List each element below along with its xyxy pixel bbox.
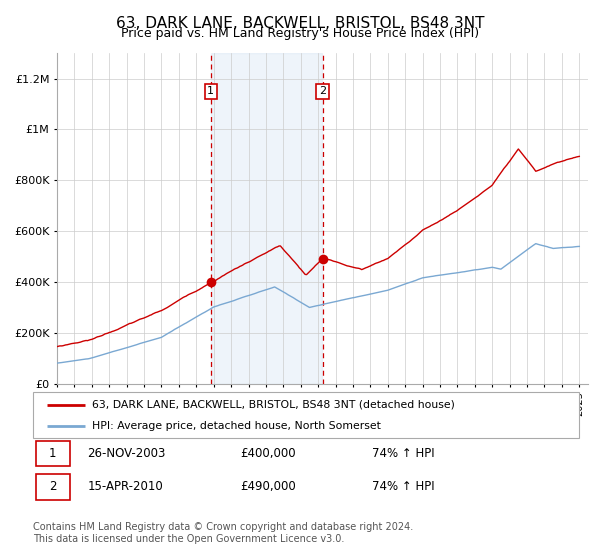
Text: 63, DARK LANE, BACKWELL, BRISTOL, BS48 3NT (detached house): 63, DARK LANE, BACKWELL, BRISTOL, BS48 3… <box>92 400 455 410</box>
Text: 63, DARK LANE, BACKWELL, BRISTOL, BS48 3NT: 63, DARK LANE, BACKWELL, BRISTOL, BS48 3… <box>116 16 484 31</box>
Text: 1: 1 <box>207 86 214 96</box>
FancyBboxPatch shape <box>33 392 579 438</box>
Bar <box>211 53 322 384</box>
Text: 74% ↑ HPI: 74% ↑ HPI <box>371 480 434 493</box>
FancyBboxPatch shape <box>36 441 70 466</box>
Text: Contains HM Land Registry data © Crown copyright and database right 2024.
This d: Contains HM Land Registry data © Crown c… <box>33 522 413 544</box>
Text: 74% ↑ HPI: 74% ↑ HPI <box>371 447 434 460</box>
Text: 2: 2 <box>319 86 326 96</box>
Text: 2: 2 <box>49 480 56 493</box>
FancyBboxPatch shape <box>36 474 70 500</box>
Text: HPI: Average price, detached house, North Somerset: HPI: Average price, detached house, Nort… <box>92 421 381 431</box>
Text: £400,000: £400,000 <box>241 447 296 460</box>
Text: 15-APR-2010: 15-APR-2010 <box>88 480 163 493</box>
Text: Price paid vs. HM Land Registry's House Price Index (HPI): Price paid vs. HM Land Registry's House … <box>121 27 479 40</box>
Text: £490,000: £490,000 <box>241 480 296 493</box>
Text: 26-NOV-2003: 26-NOV-2003 <box>88 447 166 460</box>
Text: 1: 1 <box>49 447 56 460</box>
